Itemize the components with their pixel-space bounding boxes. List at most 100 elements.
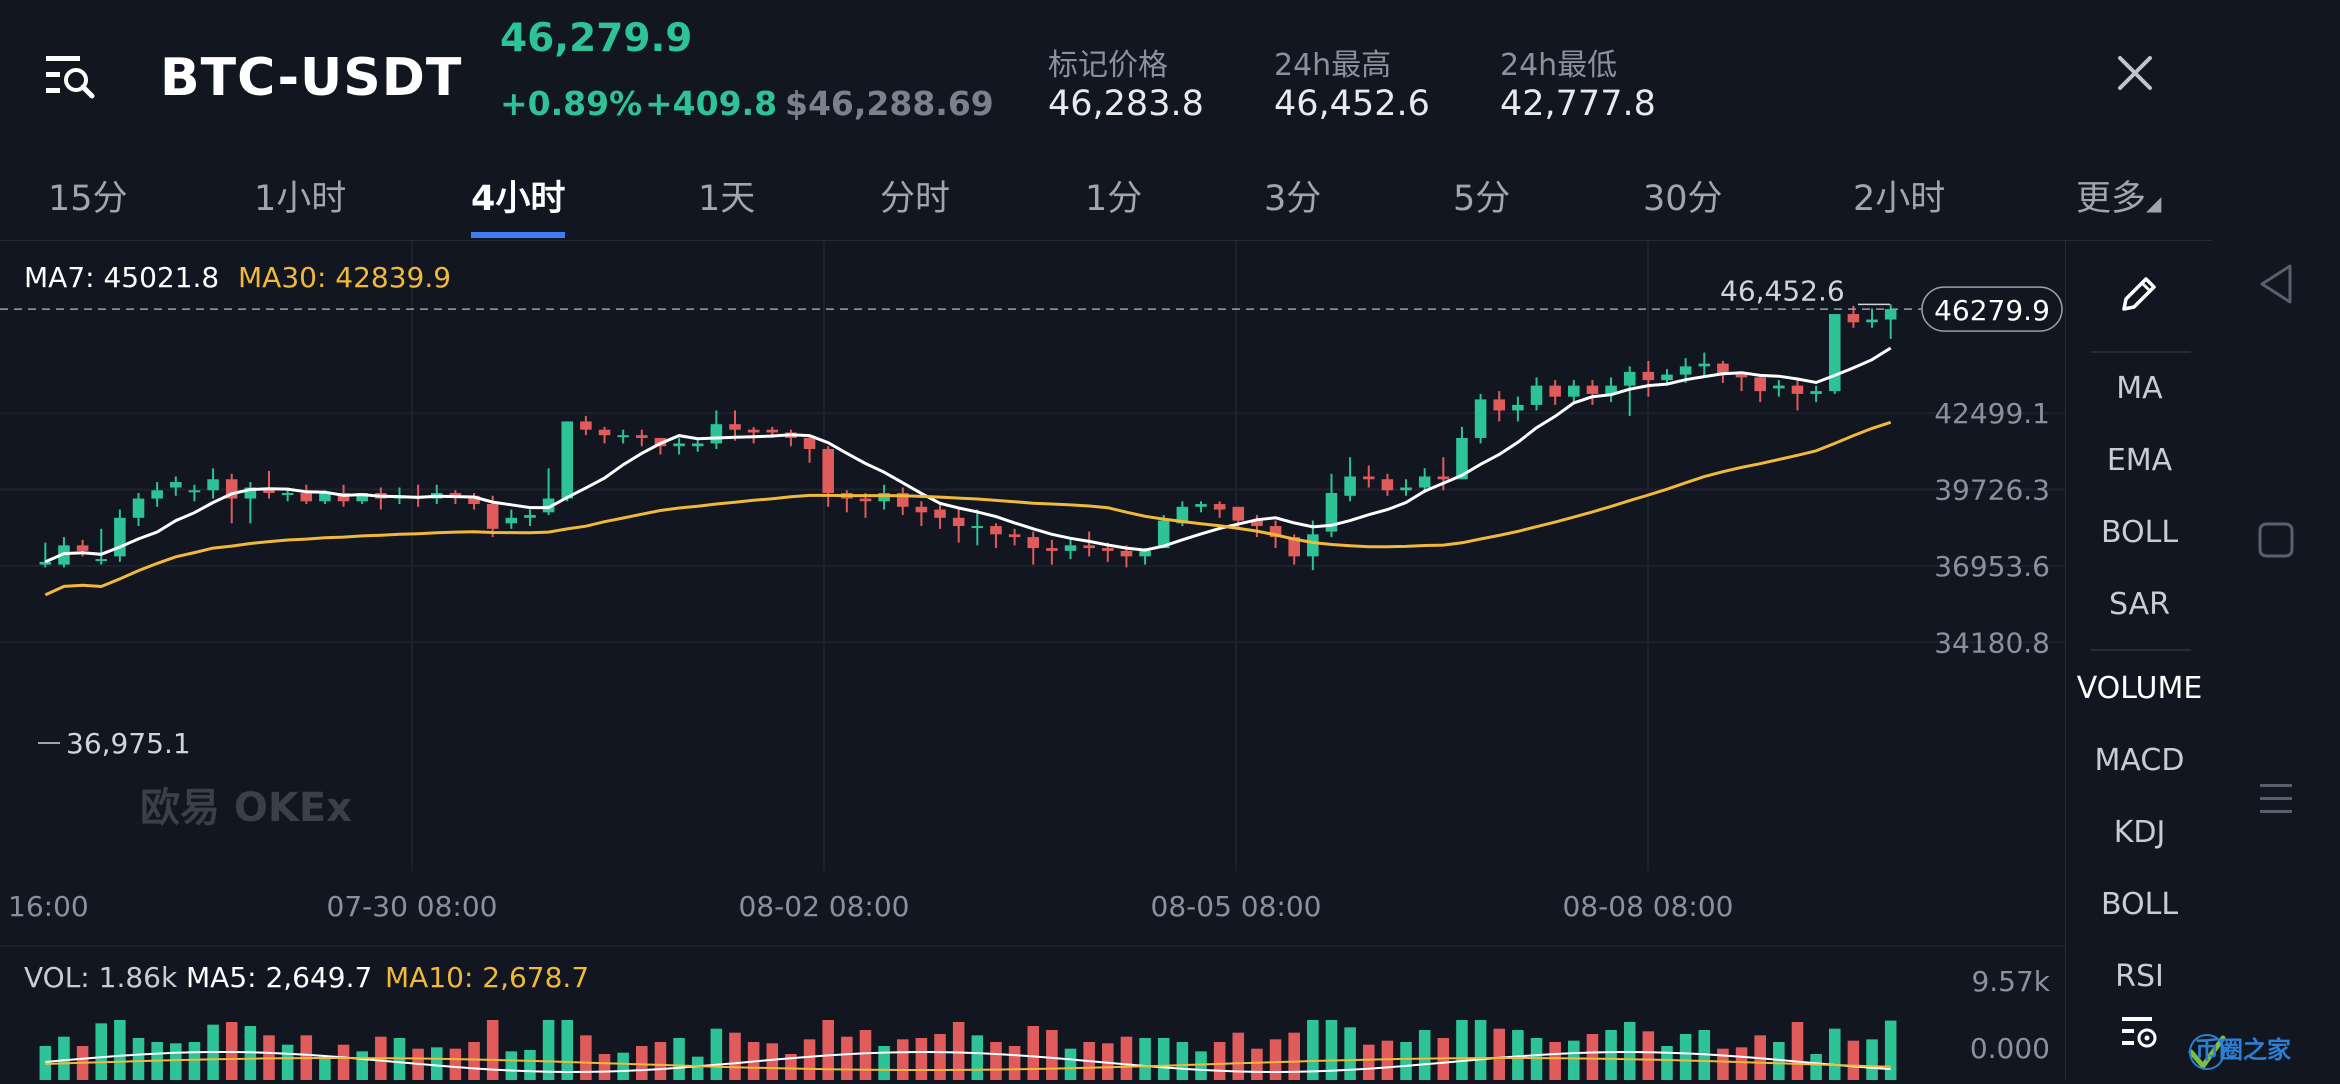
panel-divider: [2091, 649, 2191, 651]
candle-body: [1195, 504, 1207, 507]
candles: [39, 304, 1897, 571]
volume-bar: [505, 1051, 518, 1080]
candle-body: [76, 545, 89, 551]
volume-bar: [1568, 1040, 1580, 1080]
candle-body: [636, 435, 648, 438]
square-home-icon[interactable]: [2256, 520, 2296, 560]
candle-body: [281, 493, 294, 496]
indicator-sar[interactable]: SAR: [2109, 587, 2170, 622]
ma-lines: 46279.9: [0, 286, 2063, 597]
volume-bar: [654, 1042, 667, 1080]
x-tick-label: 08-08 08:00: [1563, 890, 1734, 923]
candle-body: [1083, 545, 1095, 549]
candle-body: [1568, 385, 1580, 397]
pencil-icon[interactable]: [2116, 271, 2162, 317]
change-percent: +0.89%: [500, 84, 643, 123]
tab-1d[interactable]: 1天: [698, 179, 756, 219]
candle-body: [617, 435, 629, 438]
candle-body: [1418, 476, 1431, 488]
candle-body: [244, 487, 257, 499]
trading-pair[interactable]: BTC-USDT: [160, 48, 463, 108]
okex-logo-watermark: 欧易 OKEx: [140, 785, 352, 831]
candle-body: [1456, 437, 1468, 480]
low-24h-label: 24h最低: [1500, 48, 1618, 83]
hamburger-menu-icon[interactable]: [2256, 778, 2296, 818]
tab-1m[interactable]: 1分: [1085, 179, 1143, 219]
close-icon[interactable]: [2110, 48, 2160, 98]
candle-body: [1605, 385, 1617, 394]
volume-bar: [188, 1042, 201, 1080]
volume-bar: [1362, 1044, 1375, 1080]
volume-bar: [1400, 1042, 1412, 1080]
candle-body: [1325, 493, 1338, 532]
candle-body: [39, 561, 52, 565]
volume-bar: [971, 1035, 984, 1080]
volume-bar: [710, 1028, 723, 1080]
indicator-ma[interactable]: MA: [2116, 371, 2163, 406]
volume-bar: [1288, 1032, 1300, 1080]
volume-bar: [1157, 1038, 1170, 1080]
indicator-boll[interactable]: BOLL: [2100, 515, 2179, 550]
candle-body: [132, 498, 145, 518]
candle-body: [691, 443, 704, 447]
volume-bar: [1344, 1027, 1356, 1080]
candlestick-chart[interactable]: 欧易 OKEx 46279.9 46,452.6 36,975.1 42499.1 3…: [0, 241, 2065, 1080]
candle-body: [319, 493, 331, 502]
chart-area[interactable]: 欧易 OKEx 46279.9 46,452.6 36,975.1 42499.1 3…: [0, 241, 2065, 1080]
candle-body: [1828, 314, 1841, 392]
volume-bar: [95, 1023, 108, 1080]
indicator-boll-sub[interactable]: BOLL: [2100, 887, 2179, 922]
candle-body: [1251, 520, 1263, 527]
high-24h-label: 24h最高: [1274, 48, 1392, 83]
volume-bars: [39, 1020, 1897, 1080]
candle-body: [1810, 391, 1822, 394]
tab-4h[interactable]: 4小时: [471, 179, 566, 219]
list-settings-icon[interactable]: [2116, 1011, 2162, 1057]
volume-bar: [1623, 1022, 1636, 1080]
volume-bar: [281, 1044, 294, 1080]
candle-body: [225, 479, 238, 499]
volume-bar: [1810, 1054, 1822, 1080]
volume-bar: [356, 1051, 368, 1080]
candle-body: [1586, 385, 1599, 394]
volume-bar: [1773, 1042, 1785, 1080]
indicator-macd[interactable]: MACD: [2094, 743, 2185, 778]
volume-bar: [430, 1047, 443, 1080]
tab-2h[interactable]: 2小时: [1853, 179, 1946, 219]
volume-bar: [114, 1020, 126, 1080]
tab-30m[interactable]: 30分: [1643, 179, 1723, 219]
tab-5m[interactable]: 5分: [1453, 179, 1511, 219]
volume-bar: [859, 1030, 872, 1080]
volume-bar: [1269, 1039, 1282, 1080]
candle-body: [1400, 487, 1412, 491]
volume-bar: [1605, 1030, 1617, 1080]
volume-bar: [934, 1034, 946, 1080]
volume-bar: [1586, 1034, 1599, 1080]
ma7-line: [44, 346, 1892, 564]
candle-body: [1269, 526, 1282, 538]
candle-body: [542, 498, 555, 513]
triangle-back-icon[interactable]: [2256, 262, 2296, 306]
volume-bar: [673, 1038, 685, 1080]
system-nav-bar: [2188, 0, 2340, 1080]
ma30-legend: MA30: 42839.9: [238, 261, 451, 294]
tab-3m[interactable]: 3分: [1264, 179, 1322, 219]
indicator-rsi[interactable]: RSI: [2115, 959, 2164, 989]
tab-more[interactable]: 更多◢: [2076, 170, 2161, 221]
candle-body: [207, 479, 219, 491]
tab-timeshare[interactable]: 分时: [880, 179, 951, 219]
tab-15m[interactable]: 15分: [48, 179, 128, 219]
tab-1h[interactable]: 1小时: [254, 179, 347, 219]
volume-bar: [785, 1054, 797, 1080]
indicator-kdj[interactable]: KDJ: [2113, 815, 2166, 850]
volume-bar: [1791, 1022, 1804, 1080]
candle-body: [188, 490, 201, 493]
volume-bar: [1008, 1046, 1021, 1080]
indicator-volume[interactable]: VOLUME: [2076, 671, 2203, 706]
list-search-icon[interactable]: [44, 52, 100, 102]
candle-body: [1437, 476, 1450, 480]
candle-body: [729, 424, 741, 430]
candle-body: [1866, 319, 1878, 323]
indicator-ema[interactable]: EMA: [2106, 443, 2173, 478]
candle-body: [1381, 479, 1394, 491]
